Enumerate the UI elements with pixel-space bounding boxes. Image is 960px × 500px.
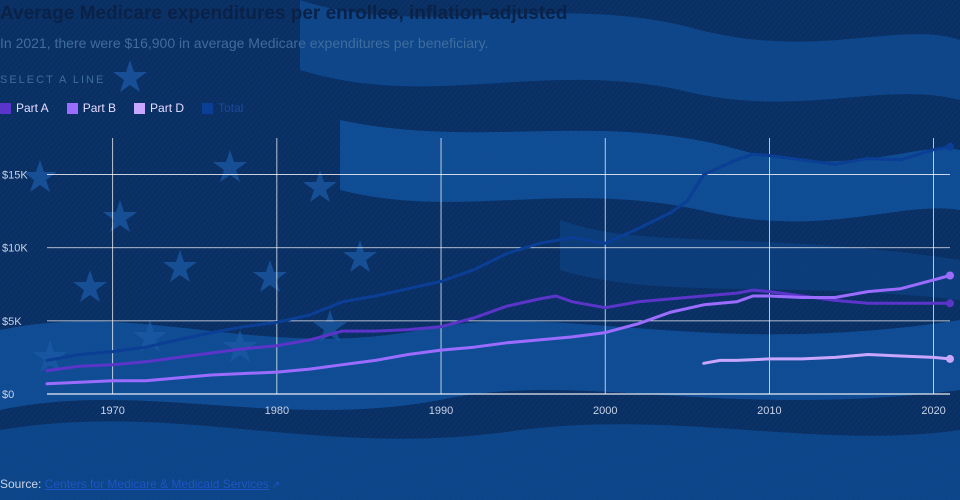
source-label: Source: xyxy=(0,477,42,491)
legend-swatch-part-d xyxy=(134,102,146,114)
legend-label-total: Total xyxy=(218,101,244,115)
y-tick-label: $15K xyxy=(2,170,28,182)
x-tick-label: 2000 xyxy=(593,405,617,417)
series-line-part-b xyxy=(45,274,952,386)
legend-item-part-a[interactable]: Part A xyxy=(0,101,49,115)
legend-label-part-d: Part D xyxy=(150,101,185,115)
x-tick-label: 2010 xyxy=(757,405,781,417)
source-line: Source: Centers for Medicare & Medicaid … xyxy=(0,477,280,491)
legend-item-part-d[interactable]: Part D xyxy=(134,101,184,115)
legend-swatch-total xyxy=(202,102,214,114)
legend-item-total[interactable]: Total xyxy=(202,101,243,115)
y-tick-label: $5K xyxy=(2,316,22,328)
series-end-point-part-a xyxy=(946,299,954,308)
x-tick-label: 1980 xyxy=(265,405,289,417)
legend-item-part-b[interactable]: Part B xyxy=(66,101,117,115)
series-end-point-part-d xyxy=(946,354,954,363)
legend-swatch-part-b xyxy=(66,102,78,114)
x-tick-label: 1970 xyxy=(100,405,124,417)
series-line-total xyxy=(45,145,952,362)
y-tick-label: $0 xyxy=(2,389,14,401)
legend-label-part-a: Part A xyxy=(16,101,49,115)
x-tick-label: 2020 xyxy=(921,405,945,417)
x-tick-label: 1990 xyxy=(429,405,453,417)
external-link-icon: ↗ xyxy=(271,480,281,491)
legend-swatch-part-a xyxy=(0,102,11,114)
legend: Part A Part B Part D Total xyxy=(0,101,243,115)
series-end-point-total xyxy=(946,142,954,151)
source-link[interactable]: Centers for Medicare & Medicaid Services xyxy=(44,477,269,491)
series-line-part-d xyxy=(702,353,952,365)
series-end-point-part-b xyxy=(946,271,954,280)
y-tick-label: $10K xyxy=(2,243,28,255)
line-chart: $0 $5K $10K $15K 1970 1980 1990 2000 2010 2020 xyxy=(2,138,954,417)
chart-title: Average Medicare expenditures per enroll… xyxy=(0,3,568,24)
chart-subtitle: In 2021, there were $16,900 in average M… xyxy=(0,35,489,51)
legend-label-part-b: Part B xyxy=(82,101,117,115)
select-line-label: SELECT A LINE xyxy=(0,74,106,86)
